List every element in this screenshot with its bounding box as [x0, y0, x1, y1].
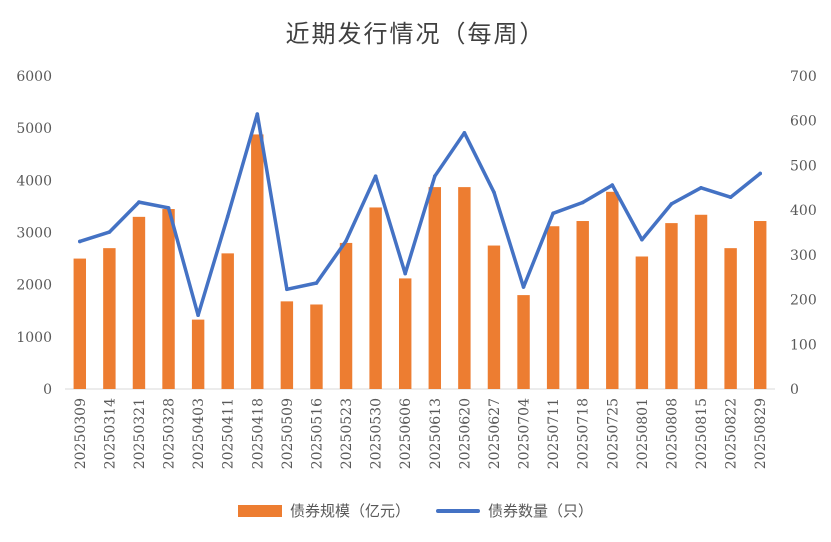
bar	[724, 248, 737, 389]
x-tick-label: 20250711	[546, 398, 562, 469]
x-tick-label: 20250725	[605, 398, 621, 469]
line-point	[107, 230, 112, 234]
line-point	[196, 313, 200, 318]
line-point	[344, 239, 348, 243]
legend-swatch-bars	[237, 504, 282, 517]
left-axis-tick: 6000	[16, 69, 52, 85]
line-series	[78, 112, 762, 317]
bar	[251, 134, 264, 389]
x-tick-label: 20250815	[694, 398, 710, 469]
line-point	[403, 271, 408, 276]
line-point	[225, 214, 230, 219]
right-axis-tick: 600	[790, 114, 817, 130]
bar	[73, 258, 87, 389]
x-tick-label: 20250718	[576, 398, 592, 469]
bar	[576, 221, 589, 389]
right-axis-tick: 200	[790, 293, 817, 309]
bar	[546, 226, 560, 389]
legend-label-bars: 债券规模（亿元）	[289, 502, 410, 520]
line-point	[462, 130, 467, 135]
bar	[635, 256, 649, 389]
x-tick-label: 20250606	[398, 398, 414, 469]
left-axis-tick: 4000	[16, 173, 52, 189]
line-point	[640, 237, 644, 242]
bar	[191, 319, 205, 389]
bar	[369, 207, 382, 389]
x-tick-label: 20250822	[724, 398, 740, 469]
bar	[339, 242, 353, 389]
x-tick-label: 20250829	[753, 398, 769, 469]
x-tick-label: 20250808	[664, 398, 680, 469]
bar	[694, 214, 708, 389]
left-axis-tick: 5000	[16, 121, 52, 137]
left-axis-tick: 2000	[16, 278, 52, 294]
x-tick-label: 20250613	[428, 398, 444, 469]
x-tick-label: 20250411	[221, 398, 237, 469]
x-tick-label: 20250328	[162, 398, 178, 469]
line-point	[551, 211, 555, 216]
line-point	[373, 174, 378, 178]
right-axis-tick: 0	[790, 382, 799, 398]
bar	[162, 209, 175, 389]
line-point	[314, 281, 319, 285]
left-axis-tick: 3000	[16, 226, 52, 242]
right-axis-tick: 500	[790, 158, 817, 174]
bar	[103, 248, 116, 389]
x-tick-label: 20250627	[487, 398, 503, 469]
line-point	[758, 171, 763, 176]
left-axis-tick: 1000	[16, 330, 52, 346]
legend: 债券规模（亿元） 债券数量（只）	[0, 500, 831, 521]
legend-label-line: 债券数量（只）	[488, 502, 594, 520]
bar	[132, 216, 146, 389]
line-point	[699, 185, 703, 190]
x-tick-label: 20250309	[73, 398, 89, 469]
bar	[517, 295, 530, 389]
bar	[221, 253, 234, 389]
right-axis-tick: 700	[790, 69, 817, 85]
x-tick-label: 20250509	[280, 398, 296, 469]
bar	[428, 187, 442, 389]
line-point	[255, 112, 260, 116]
x-tick-label: 20250620	[457, 398, 473, 469]
chart-title: 近期发行情况（每周）	[285, 20, 546, 48]
line-point	[580, 200, 585, 205]
bar	[606, 191, 619, 389]
line-point	[432, 174, 437, 178]
bar	[665, 223, 678, 389]
line-point	[610, 183, 615, 187]
bar	[280, 301, 294, 389]
line-point	[285, 287, 289, 292]
bar	[310, 304, 323, 389]
x-tick-label: 20250523	[339, 398, 355, 469]
x-tick-label: 20250321	[132, 398, 148, 469]
line-point	[728, 195, 733, 199]
x-tick-label: 20250418	[250, 398, 266, 469]
right-axis-tick: 400	[790, 203, 817, 219]
line-point	[77, 239, 82, 244]
bar	[398, 278, 412, 389]
bar	[487, 245, 501, 389]
line-point	[521, 285, 526, 289]
left-axis-tick: 0	[43, 382, 52, 398]
x-tick-label: 20250516	[309, 398, 325, 469]
bar	[753, 221, 767, 389]
x-tick-label: 20250530	[369, 398, 385, 469]
right-axis-tick: 300	[790, 248, 817, 264]
x-tick-label: 20250314	[102, 398, 118, 469]
legend-item-line[interactable]: 债券数量（只）	[436, 500, 593, 521]
legend-swatch-line	[436, 508, 480, 513]
line-point	[137, 200, 141, 204]
bar	[458, 187, 471, 389]
line-point	[492, 190, 496, 195]
right-axis-tick: 100	[790, 337, 817, 353]
line-point	[166, 206, 171, 210]
x-tick-label: 20250704	[517, 398, 533, 469]
legend-item-bars[interactable]: 债券规模（亿元）	[237, 500, 410, 521]
line-point	[669, 202, 674, 206]
x-tick-label: 20250403	[191, 398, 207, 469]
x-tick-label: 20250801	[635, 398, 651, 469]
